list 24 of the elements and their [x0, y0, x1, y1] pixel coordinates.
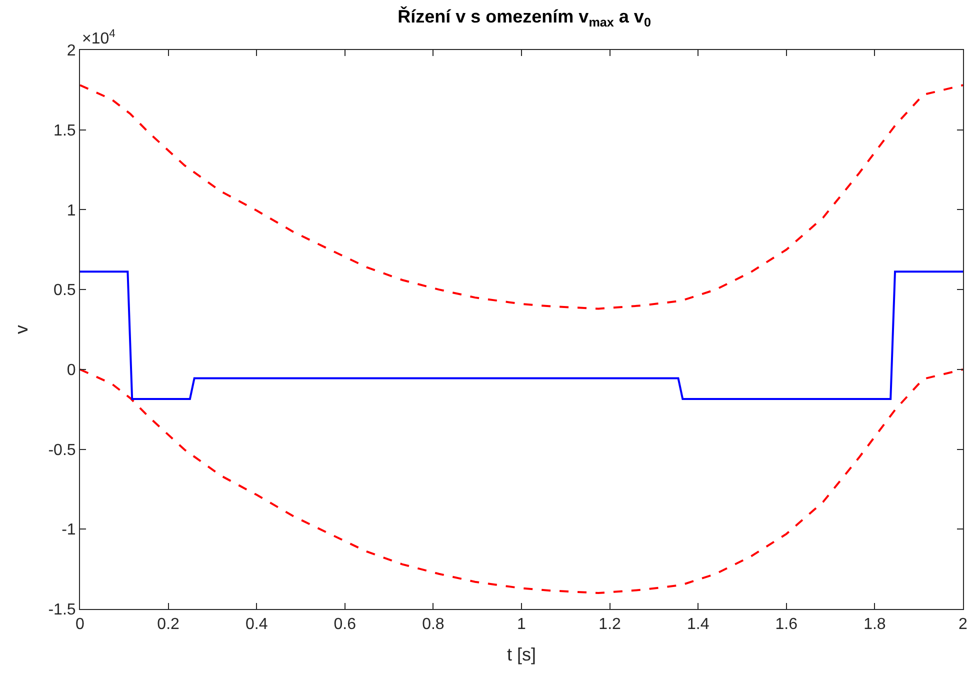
x-tick-label: 0.6 [334, 616, 356, 634]
text: ×10$^{4}$ [82, 28, 116, 48]
line-series [80, 84, 963, 310]
x-tick-label: 1 [517, 616, 526, 634]
line-series [80, 368, 963, 594]
x-tick-label: 1.4 [686, 616, 710, 634]
chart-title: Řízení v s omezením v$_{max}$ a v$_{0}$ [398, 6, 651, 30]
y-tick-label: -1.5 [48, 602, 76, 619]
y-tick-label: 0 [66, 362, 76, 380]
y-tick-label: 0.5 [54, 282, 76, 300]
x-tick-label: 0.4 [245, 616, 268, 634]
y-tick-label: -1 [62, 522, 76, 539]
y-tick-label: -0.5 [48, 442, 76, 459]
y-axis-title: v [11, 325, 32, 334]
x-tick-label: 0.8 [422, 616, 444, 634]
x-tick-label: 0.2 [157, 616, 180, 634]
x-tick-label: 2 [958, 616, 968, 634]
y-tick-label: 1 [66, 202, 76, 220]
x-tick-label: 1.2 [598, 616, 622, 634]
y-tick-label: 1.5 [54, 122, 76, 140]
x-tick-label: 1.8 [864, 616, 886, 634]
y-tick-label: 2 [66, 42, 76, 60]
x-axis-title: t [s] [506, 644, 536, 664]
x-tick-label: 1.6 [775, 616, 798, 634]
